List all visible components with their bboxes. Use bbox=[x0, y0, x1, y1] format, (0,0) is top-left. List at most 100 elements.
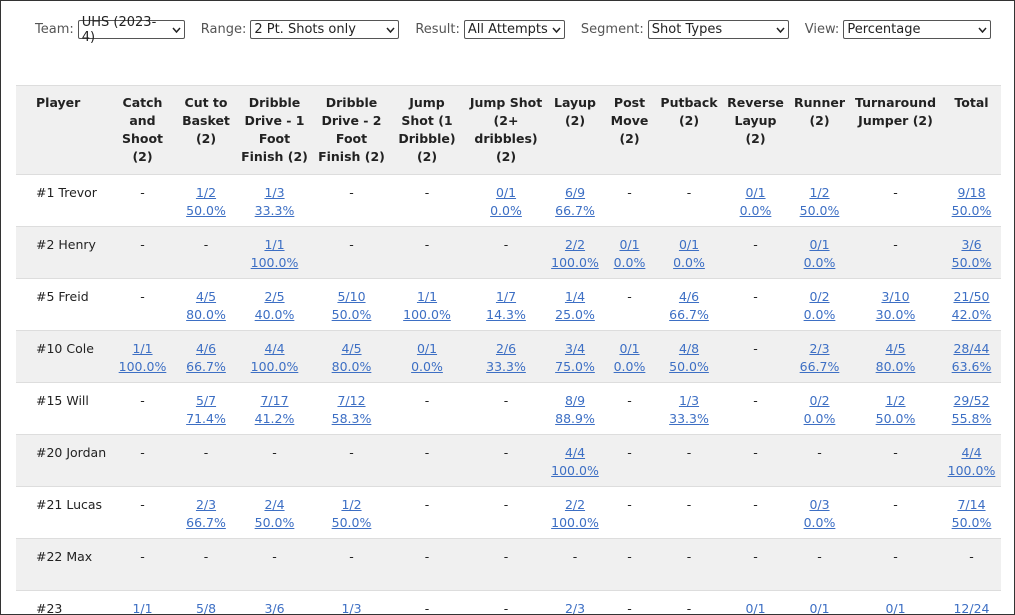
made-attempts-link[interactable]: 1/2 bbox=[195, 185, 217, 200]
percentage-link[interactable]: 80.0% bbox=[186, 307, 226, 322]
made-attempts-link[interactable]: 5/10 bbox=[337, 289, 366, 304]
percentage-link[interactable]: 0.0% bbox=[803, 255, 836, 270]
percentage-link[interactable]: 0.0% bbox=[803, 307, 836, 322]
made-attempts-link[interactable]: 1/2 bbox=[809, 185, 830, 200]
percentage-link[interactable]: 71.4% bbox=[186, 411, 226, 426]
percentage-link[interactable]: 88.9% bbox=[555, 411, 595, 426]
made-attempts-link[interactable]: 0/1 bbox=[619, 237, 640, 252]
percentage-link[interactable]: 80.0% bbox=[875, 359, 916, 374]
made-attempts-link[interactable]: 12/24 bbox=[953, 601, 990, 615]
dropdown[interactable]: Shot Types bbox=[647, 20, 789, 39]
made-attempts-link[interactable]: 7/17 bbox=[260, 393, 289, 408]
percentage-link[interactable]: 100.0% bbox=[551, 255, 599, 270]
percentage-link[interactable]: 66.7% bbox=[186, 515, 226, 530]
made-attempts-link[interactable]: 0/1 bbox=[809, 601, 830, 615]
percentage-link[interactable]: 41.2% bbox=[254, 411, 295, 426]
percentage-link[interactable]: 100.0% bbox=[947, 463, 996, 478]
percentage-link[interactable]: 100.0% bbox=[403, 307, 451, 322]
percentage-link[interactable]: 0.0% bbox=[803, 515, 836, 530]
made-attempts-link[interactable]: 2/4 bbox=[264, 497, 285, 512]
percentage-link[interactable]: 63.6% bbox=[951, 359, 992, 374]
percentage-link[interactable]: 50.0% bbox=[951, 203, 992, 218]
made-attempts-link[interactable]: 0/2 bbox=[809, 289, 830, 304]
made-attempts-link[interactable]: 1/3 bbox=[678, 393, 700, 408]
made-attempts-link[interactable]: 1/1 bbox=[132, 601, 153, 615]
made-attempts-link[interactable]: 0/3 bbox=[809, 497, 830, 512]
made-attempts-link[interactable]: 2/3 bbox=[809, 341, 830, 356]
made-attempts-link[interactable]: 3/10 bbox=[881, 289, 910, 304]
percentage-link[interactable]: 58.3% bbox=[331, 411, 372, 426]
made-attempts-link[interactable]: 3/6 bbox=[264, 601, 285, 615]
made-attempts-link[interactable]: 0/1 bbox=[619, 341, 640, 356]
made-attempts-link[interactable]: 7/12 bbox=[337, 393, 366, 408]
percentage-link[interactable]: 55.8% bbox=[951, 411, 992, 426]
percentage-link[interactable]: 0.0% bbox=[739, 203, 772, 218]
percentage-link[interactable]: 0.0% bbox=[613, 359, 646, 374]
made-attempts-link[interactable]: 9/18 bbox=[957, 185, 986, 200]
percentage-link[interactable]: 33.3% bbox=[486, 359, 526, 374]
made-attempts-link[interactable]: 4/4 bbox=[961, 445, 982, 460]
percentage-link[interactable]: 50.0% bbox=[331, 307, 372, 322]
made-attempts-link[interactable]: 28/44 bbox=[953, 341, 990, 356]
percentage-link[interactable]: 66.7% bbox=[669, 307, 709, 322]
made-attempts-link[interactable]: 1/1 bbox=[132, 341, 153, 356]
made-attempts-link[interactable]: 5/7 bbox=[195, 393, 217, 408]
percentage-link[interactable]: 0.0% bbox=[673, 255, 705, 270]
percentage-link[interactable]: 100.0% bbox=[250, 359, 299, 374]
percentage-link[interactable]: 50.0% bbox=[951, 255, 992, 270]
percentage-link[interactable]: 50.0% bbox=[799, 203, 840, 218]
percentage-link[interactable]: 0.0% bbox=[411, 359, 443, 374]
made-attempts-link[interactable]: 1/1 bbox=[264, 237, 285, 252]
dropdown[interactable]: 2 Pt. Shots only bbox=[250, 20, 400, 39]
made-attempts-link[interactable]: 2/2 bbox=[564, 497, 586, 512]
percentage-link[interactable]: 50.0% bbox=[875, 411, 916, 426]
dropdown[interactable]: UHS (2023-4) bbox=[77, 15, 185, 45]
percentage-link[interactable]: 33.3% bbox=[254, 203, 295, 218]
made-attempts-link[interactable]: 2/6 bbox=[495, 341, 517, 356]
percentage-link[interactable]: 50.0% bbox=[186, 203, 226, 218]
made-attempts-link[interactable]: 0/1 bbox=[745, 601, 766, 615]
percentage-link[interactable]: 25.0% bbox=[555, 307, 595, 322]
made-attempts-link[interactable]: 4/6 bbox=[678, 289, 700, 304]
made-attempts-link[interactable]: 4/6 bbox=[195, 341, 217, 356]
made-attempts-link[interactable]: 1/1 bbox=[416, 289, 438, 304]
made-attempts-link[interactable]: 8/9 bbox=[564, 393, 586, 408]
made-attempts-link[interactable]: 4/5 bbox=[341, 341, 362, 356]
percentage-link[interactable]: 42.0% bbox=[951, 307, 992, 322]
percentage-link[interactable]: 0.0% bbox=[613, 255, 646, 270]
percentage-link[interactable]: 0.0% bbox=[803, 411, 836, 426]
made-attempts-link[interactable]: 29/52 bbox=[953, 393, 990, 408]
made-attempts-link[interactable]: 0/1 bbox=[495, 185, 517, 200]
percentage-link[interactable]: 50.0% bbox=[331, 515, 372, 530]
percentage-link[interactable]: 66.7% bbox=[186, 359, 226, 374]
percentage-link[interactable]: 100.0% bbox=[118, 359, 167, 374]
percentage-link[interactable]: 66.7% bbox=[799, 359, 840, 374]
made-attempts-link[interactable]: 4/4 bbox=[264, 341, 285, 356]
made-attempts-link[interactable]: 2/3 bbox=[564, 601, 586, 615]
made-attempts-link[interactable]: 21/50 bbox=[953, 289, 990, 304]
made-attempts-link[interactable]: 0/1 bbox=[745, 185, 766, 200]
made-attempts-link[interactable]: 1/2 bbox=[341, 497, 362, 512]
percentage-link[interactable]: 80.0% bbox=[331, 359, 372, 374]
percentage-link[interactable]: 100.0% bbox=[551, 463, 599, 478]
percentage-link[interactable]: 66.7% bbox=[555, 203, 595, 218]
percentage-link[interactable]: 40.0% bbox=[254, 307, 295, 322]
percentage-link[interactable]: 30.0% bbox=[875, 307, 916, 322]
percentage-link[interactable]: 50.0% bbox=[669, 359, 709, 374]
made-attempts-link[interactable]: 4/8 bbox=[678, 341, 700, 356]
made-attempts-link[interactable]: 3/4 bbox=[564, 341, 586, 356]
dropdown[interactable]: All Attempts bbox=[463, 20, 565, 39]
made-attempts-link[interactable]: 0/1 bbox=[416, 341, 438, 356]
made-attempts-link[interactable]: 0/1 bbox=[809, 237, 830, 252]
made-attempts-link[interactable]: 5/8 bbox=[195, 601, 217, 615]
percentage-link[interactable]: 100.0% bbox=[551, 515, 599, 530]
made-attempts-link[interactable]: 1/4 bbox=[564, 289, 586, 304]
made-attempts-link[interactable]: 7/14 bbox=[957, 497, 986, 512]
made-attempts-link[interactable]: 1/2 bbox=[885, 393, 906, 408]
made-attempts-link[interactable]: 6/9 bbox=[564, 185, 586, 200]
made-attempts-link[interactable]: 0/1 bbox=[885, 601, 906, 615]
made-attempts-link[interactable]: 0/2 bbox=[809, 393, 830, 408]
made-attempts-link[interactable]: 3/6 bbox=[961, 237, 982, 252]
percentage-link[interactable]: 75.0% bbox=[555, 359, 595, 374]
dropdown[interactable]: Percentage bbox=[843, 20, 992, 39]
